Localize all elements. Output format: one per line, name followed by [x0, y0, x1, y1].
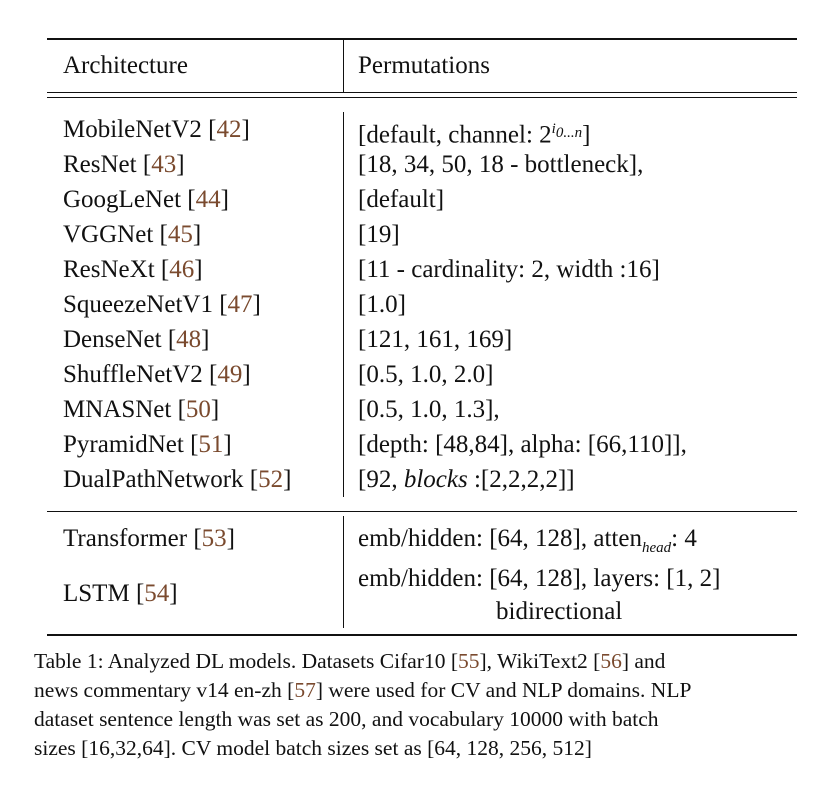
- citation-link[interactable]: 43: [151, 151, 177, 178]
- perm-exponent-sub: 0...n: [555, 125, 583, 141]
- arch-name: PyramidNet: [63, 431, 184, 458]
- citation-link[interactable]: 51: [198, 431, 224, 458]
- arch-name: DenseNet: [63, 326, 162, 353]
- caption-line: news commentary v14 en-zh [57] were used…: [34, 676, 819, 705]
- perm-resnext: [11 - cardinality: 2, width :16]: [358, 256, 660, 283]
- citation-link[interactable]: 56: [600, 649, 622, 673]
- nlp-models-block: Transformer [53] LSTM [54] emb/hidden: […: [47, 512, 797, 634]
- perm-mnasnet: [0.5, 1.0, 1.3],: [358, 396, 500, 423]
- perm-transformer: emb/hidden: [64, 128], attenhead: 4: [358, 516, 797, 562]
- perm-resnet: [18, 34, 50, 18 - bottleneck],: [358, 151, 644, 178]
- models-table: Architecture Permutations MobileNetV2 [4…: [47, 38, 797, 636]
- perm-italic: blocks: [403, 466, 468, 493]
- column-divider: [343, 112, 344, 497]
- caption-line: Table 1: Analyzed DL models. Datasets Ci…: [34, 647, 819, 676]
- table-row-squeezenetv1: SqueezeNetV1 [47]: [63, 291, 261, 318]
- perm-shufflenetv2: [0.5, 1.0, 2.0]: [358, 361, 494, 388]
- table-row-googlenet: GoogLeNet [44]: [63, 186, 229, 213]
- nlp-architecture-column: Transformer [53] LSTM [54]: [47, 516, 343, 628]
- citation-link[interactable]: 50: [185, 396, 211, 423]
- perm-lstm-line2: bidirectional: [496, 598, 623, 625]
- caption-line: dataset sentence length was set as 200, …: [34, 707, 659, 731]
- perm-lstm-line1: emb/hidden: [64, 128], layers: [1, 2]: [358, 565, 721, 592]
- column-divider: [343, 516, 344, 628]
- citation-link[interactable]: 52: [258, 466, 284, 493]
- cv-architecture-column: MobileNetV2 [42] ResNet [43] GoogLeNet […: [47, 112, 343, 497]
- arch-name: ResNet: [63, 151, 137, 178]
- caption-text: ], WikiText2 [: [479, 649, 601, 673]
- citation-link[interactable]: 54: [144, 580, 170, 607]
- perm-text: ]: [582, 121, 591, 149]
- cv-models-block: MobileNetV2 [42] ResNet [43] GoogLeNet […: [47, 98, 797, 511]
- arch-name: VGGNet: [63, 221, 154, 248]
- table-bottom-rule: [47, 634, 797, 636]
- perm-text: [92,: [358, 466, 404, 493]
- citation-link[interactable]: 44: [195, 186, 221, 213]
- caption-text: news commentary v14 en-zh [: [34, 678, 295, 702]
- table-row-transformer: Transformer [53]: [63, 525, 235, 552]
- header-rule-2: [47, 97, 797, 98]
- arch-name: MNASNet: [63, 396, 172, 423]
- perm-vggnet: [19]: [358, 221, 400, 248]
- arch-name: DualPathNetwork: [63, 466, 244, 493]
- header-rule-1: [47, 92, 797, 93]
- arch-name: Transformer: [63, 525, 188, 552]
- nlp-permutations-column: emb/hidden: [64, 128], attenhead: 4 emb/…: [344, 516, 797, 628]
- perm-googlenet: [default]: [358, 186, 445, 213]
- table-row-densenet: DenseNet [48]: [63, 326, 210, 353]
- table-row-dualpathnetwork: DualPathNetwork [52]: [63, 466, 292, 493]
- table-row-resnext: ResNeXt [46]: [63, 256, 203, 283]
- perm-mobilenetv2: [default, channel: 2i0...n]: [358, 112, 797, 149]
- table-header-row: Architecture Permutations: [47, 40, 797, 92]
- citation-link[interactable]: 48: [176, 326, 202, 353]
- cv-permutations-column: [default, channel: 2i0...n] [18, 34, 50,…: [344, 112, 797, 497]
- citation-link[interactable]: 46: [169, 256, 195, 283]
- citation-link[interactable]: 49: [217, 361, 243, 388]
- table-row-resnet: ResNet [43]: [63, 151, 185, 178]
- caption-text: ] were used for CV and NLP domains. NLP: [315, 678, 692, 702]
- perm-text: : 4: [671, 525, 697, 552]
- arch-name: ResNeXt: [63, 256, 155, 283]
- arch-name: LSTM: [63, 580, 130, 607]
- perm-dualpathnetwork: [92, blocks :[2,2,2,2]]: [358, 462, 797, 497]
- perm-text: :[2,2,2,2]]: [467, 466, 575, 493]
- section-rule: [47, 511, 797, 512]
- citation-link[interactable]: 57: [294, 678, 316, 702]
- table-row-pyramidnet: PyramidNet [51]: [63, 431, 232, 458]
- arch-name: MobileNetV2: [63, 116, 202, 143]
- table-caption: Table 1: Analyzed DL models. Datasets Ci…: [34, 647, 819, 763]
- perm-pyramidnet: [depth: [48,84], alpha: [66,110]],: [358, 431, 687, 458]
- citation-link[interactable]: 53: [201, 525, 227, 552]
- caption-line: sizes [16,32,64]. CV model batch sizes s…: [34, 736, 592, 760]
- arch-name: SqueezeNetV1: [63, 291, 213, 318]
- arch-name: ShuffleNetV2: [63, 361, 203, 388]
- perm-squeezenetv1: [1.0]: [358, 291, 406, 318]
- caption-text: ] and: [621, 649, 666, 673]
- table-top-rule: [47, 38, 797, 40]
- perm-text: [default, channel: 2: [358, 121, 552, 149]
- table-row-vggnet: VGGNet [45]: [63, 221, 202, 248]
- header-permutations: Permutations: [358, 52, 490, 79]
- table-row-mnasnet: MNASNet [50]: [63, 396, 220, 423]
- perm-densenet: [121, 161, 169]: [358, 326, 513, 353]
- perm-text: emb/hidden: [64, 128], atten: [358, 525, 642, 552]
- arch-name: GoogLeNet: [63, 186, 182, 213]
- citation-link[interactable]: 47: [227, 291, 253, 318]
- citation-link[interactable]: 45: [167, 221, 193, 248]
- perm-subscript: head: [641, 540, 672, 556]
- header-architecture: Architecture: [63, 52, 188, 79]
- citation-link[interactable]: 42: [216, 116, 242, 143]
- citation-link[interactable]: 55: [458, 649, 480, 673]
- column-divider: [343, 40, 344, 92]
- perm-exponent: i: [551, 121, 556, 137]
- table-row-mobilenetv2: MobileNetV2 [42]: [63, 116, 250, 143]
- table-row-shufflenetv2: ShuffleNetV2 [49]: [63, 361, 251, 388]
- table-row-lstm: LSTM [54]: [63, 580, 178, 607]
- caption-text: Table 1: Analyzed DL models. Datasets Ci…: [34, 649, 458, 673]
